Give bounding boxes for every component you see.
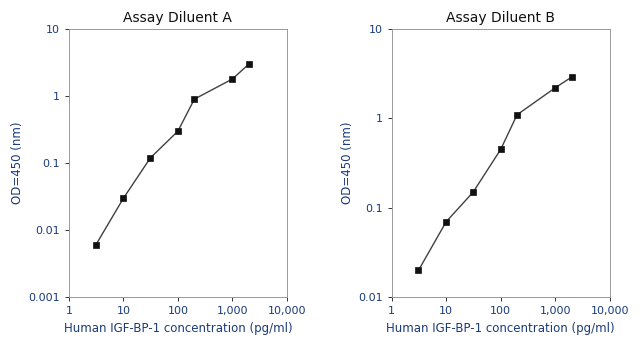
X-axis label: Human IGF-BP-1 concentration (pg/ml): Human IGF-BP-1 concentration (pg/ml) [387,322,615,335]
Y-axis label: OD=450 (nm): OD=450 (nm) [341,122,354,204]
Y-axis label: OD=450 (nm): OD=450 (nm) [11,122,24,204]
Title: Assay Diluent A: Assay Diluent A [124,11,232,25]
Title: Assay Diluent B: Assay Diluent B [446,11,555,25]
X-axis label: Human IGF-BP-1 concentration (pg/ml): Human IGF-BP-1 concentration (pg/ml) [63,322,292,335]
